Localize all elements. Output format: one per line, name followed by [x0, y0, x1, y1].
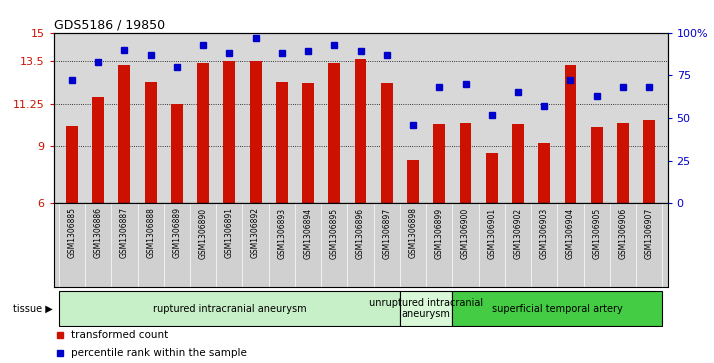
Text: GSM1306890: GSM1306890: [198, 207, 208, 258]
Bar: [355, 59, 366, 203]
Text: GDS5186 / 19850: GDS5186 / 19850: [54, 19, 165, 32]
Text: GSM1306907: GSM1306907: [645, 207, 654, 259]
Bar: [617, 123, 629, 203]
Text: GSM1306899: GSM1306899: [435, 207, 444, 258]
Text: transformed count: transformed count: [71, 330, 168, 340]
Text: GSM1306897: GSM1306897: [382, 207, 391, 258]
Text: GSM1306894: GSM1306894: [303, 207, 313, 258]
Bar: [92, 97, 104, 203]
Bar: [276, 82, 288, 203]
Text: GSM1306893: GSM1306893: [277, 207, 286, 258]
Text: GSM1306889: GSM1306889: [172, 207, 181, 258]
Text: GSM1306886: GSM1306886: [94, 207, 103, 258]
Text: GSM1306888: GSM1306888: [146, 207, 155, 258]
Text: GSM1306892: GSM1306892: [251, 207, 260, 258]
Bar: [512, 124, 524, 203]
Text: percentile rank within the sample: percentile rank within the sample: [71, 348, 246, 358]
Text: GSM1306903: GSM1306903: [540, 207, 549, 259]
Text: superficial temporal artery: superficial temporal artery: [492, 303, 623, 314]
Text: GSM1306904: GSM1306904: [566, 207, 575, 259]
Text: GSM1306905: GSM1306905: [592, 207, 601, 259]
Text: GSM1306901: GSM1306901: [487, 207, 496, 258]
Bar: [407, 160, 419, 203]
Bar: [197, 63, 209, 203]
Text: ruptured intracranial aneurysm: ruptured intracranial aneurysm: [153, 303, 306, 314]
Bar: [119, 65, 131, 203]
Text: unruptured intracranial
aneurysm: unruptured intracranial aneurysm: [369, 298, 483, 319]
Bar: [145, 82, 156, 203]
FancyBboxPatch shape: [59, 291, 400, 326]
Bar: [591, 126, 603, 203]
Bar: [433, 124, 446, 203]
Text: GSM1306891: GSM1306891: [225, 207, 234, 258]
Text: GSM1306887: GSM1306887: [120, 207, 129, 258]
Bar: [486, 153, 498, 203]
Bar: [171, 104, 183, 203]
Bar: [250, 61, 261, 203]
Text: GSM1306900: GSM1306900: [461, 207, 470, 259]
Bar: [460, 123, 471, 203]
Text: GSM1306902: GSM1306902: [513, 207, 523, 258]
Text: GSM1306885: GSM1306885: [67, 207, 76, 258]
Bar: [66, 126, 78, 203]
Bar: [328, 63, 341, 203]
Bar: [381, 83, 393, 203]
Bar: [302, 83, 314, 203]
Bar: [538, 143, 550, 203]
FancyBboxPatch shape: [453, 291, 663, 326]
Text: GSM1306906: GSM1306906: [618, 207, 628, 259]
Bar: [223, 61, 236, 203]
Bar: [565, 65, 576, 203]
Bar: [643, 120, 655, 203]
Text: GSM1306898: GSM1306898: [408, 207, 418, 258]
Text: GSM1306896: GSM1306896: [356, 207, 365, 258]
Text: GSM1306895: GSM1306895: [330, 207, 339, 258]
FancyBboxPatch shape: [400, 291, 453, 326]
Text: tissue ▶: tissue ▶: [14, 303, 53, 314]
